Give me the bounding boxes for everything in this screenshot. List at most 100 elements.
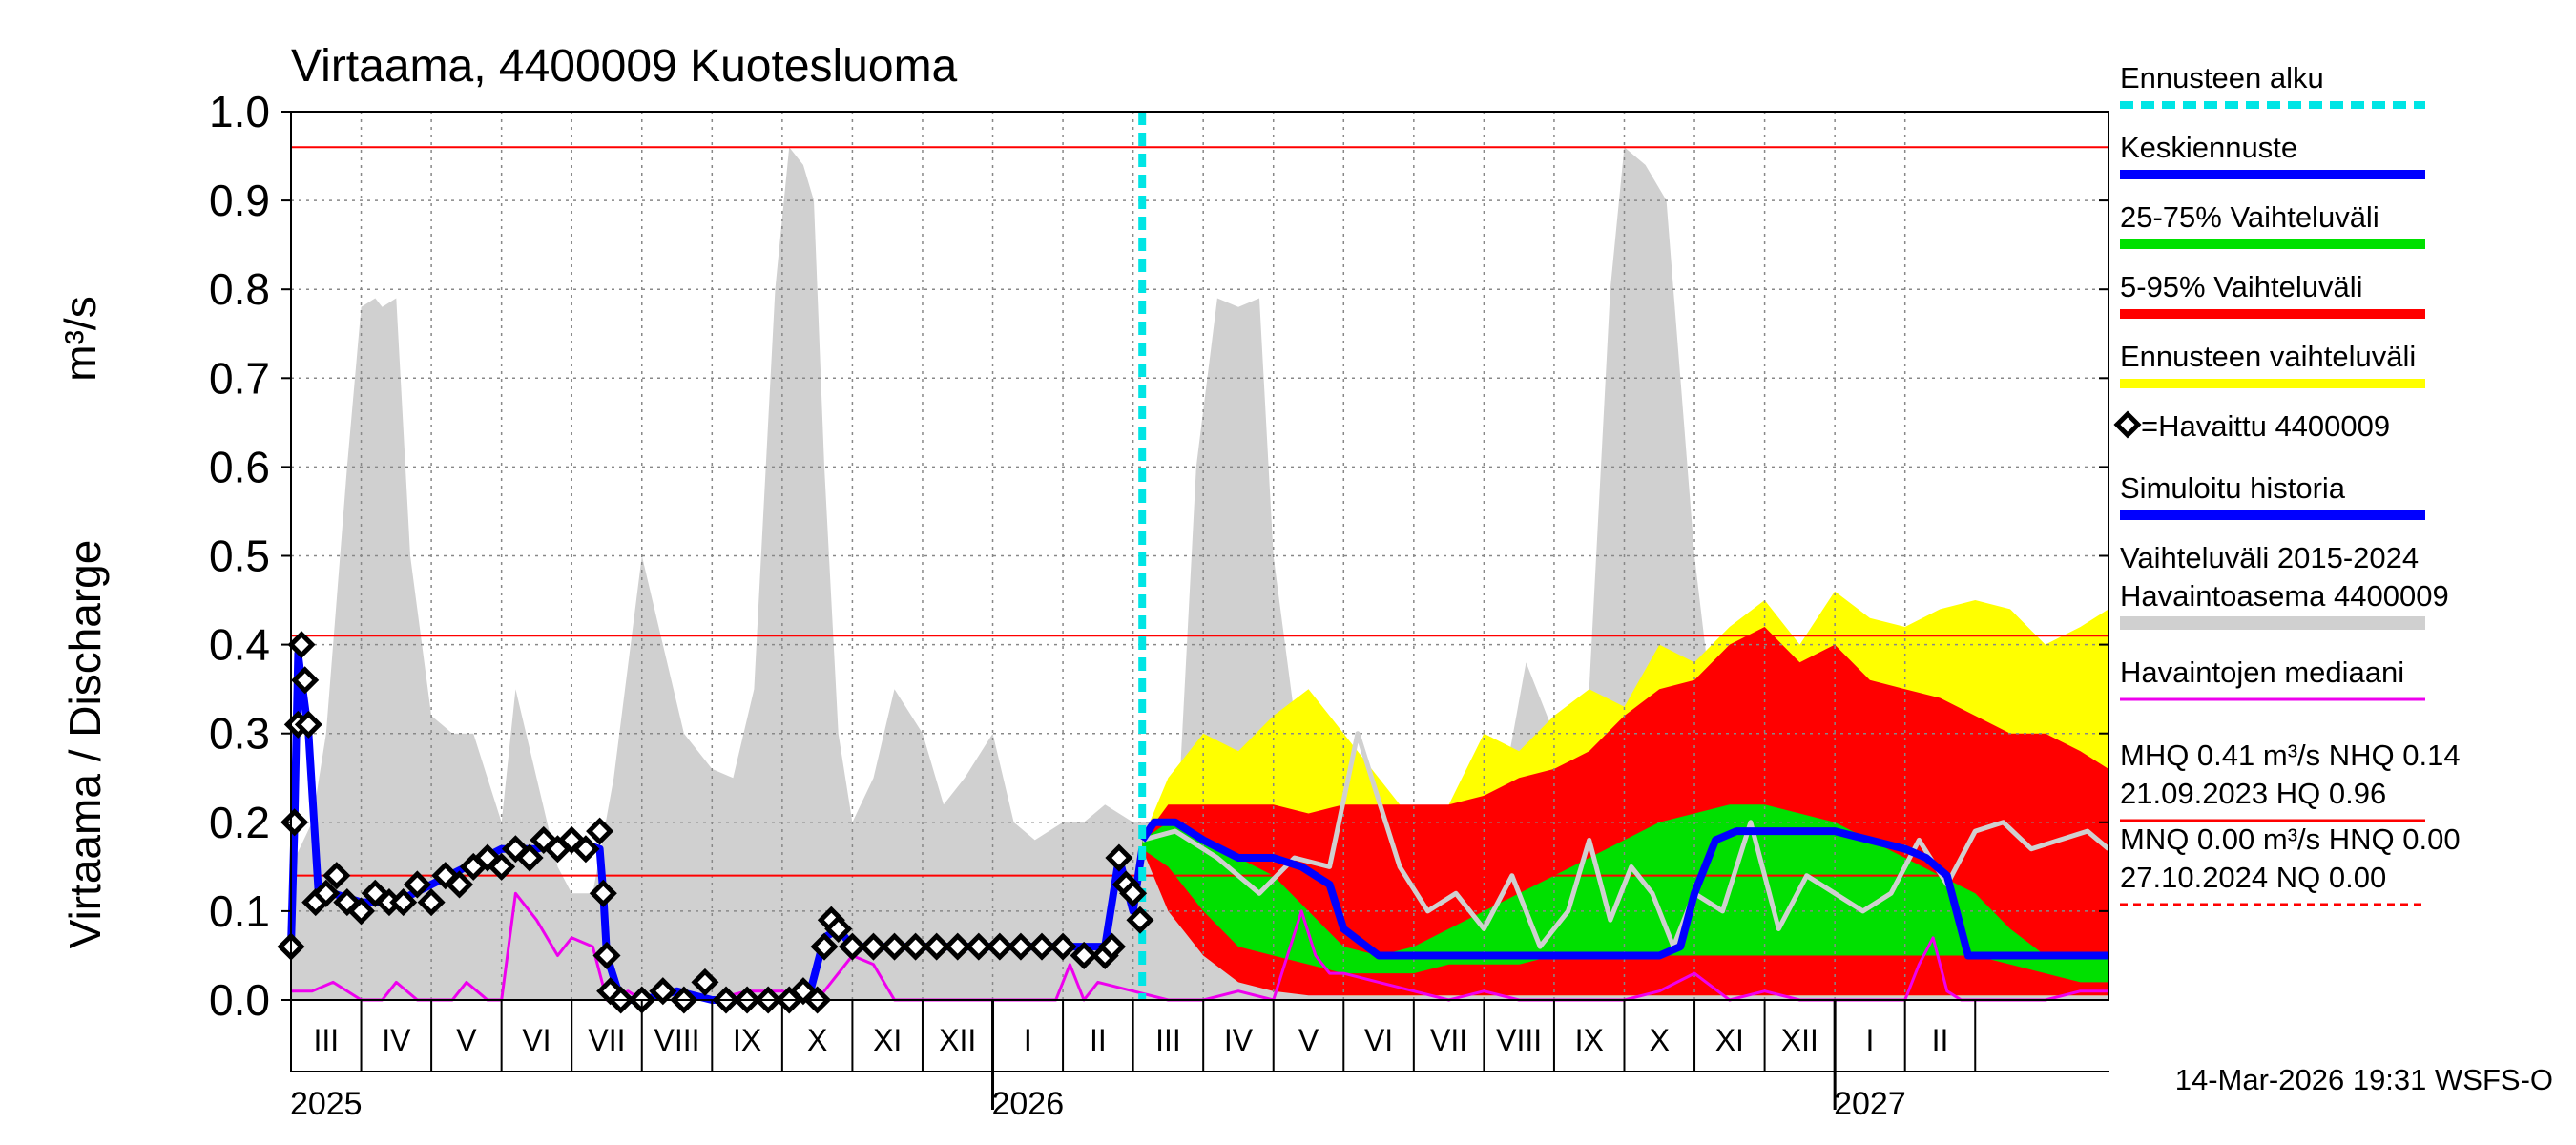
y-tick-label: 0.1 xyxy=(209,886,270,936)
x-tick-label: XII xyxy=(939,1023,976,1057)
observed-point xyxy=(1049,932,1077,961)
x-tick-label: I xyxy=(1865,1023,1874,1057)
observed-point xyxy=(1007,932,1035,961)
x-tick-label: XI xyxy=(873,1023,902,1057)
legend-label: 5-95% Vaihteluväli xyxy=(2120,270,2362,303)
x-tick-label: VII xyxy=(588,1023,625,1057)
observed-point xyxy=(1070,941,1098,969)
legend-entry: Simuloitu historia xyxy=(2120,471,2425,520)
x-tick-label: XI xyxy=(1715,1023,1744,1057)
observed-point xyxy=(838,932,866,961)
legend-label: Ennusteen vaihteluväli xyxy=(2120,340,2416,373)
legend-label-2: 27.10.2024 NQ 0.00 xyxy=(2120,861,2386,894)
x-tick-label: IV xyxy=(1224,1023,1254,1057)
y-tick-label: 0.6 xyxy=(209,442,270,491)
grey-simulation-line xyxy=(1141,731,2110,949)
range-bands xyxy=(291,147,2109,1000)
y-tick-label: 0.0 xyxy=(209,975,270,1025)
observed-point xyxy=(986,932,1014,961)
legend-entry: Ennusteen alku xyxy=(2120,61,2425,109)
y-axis-unit: m³/s xyxy=(55,296,105,381)
observed-point xyxy=(291,666,320,695)
y-tick-label: 1.0 xyxy=(209,87,270,136)
observed-point xyxy=(571,835,600,864)
observed-point xyxy=(1028,932,1056,961)
observed-point xyxy=(389,888,418,917)
footer-timestamp: 14-Mar-2026 19:31 WSFS-O xyxy=(2175,1063,2553,1096)
x-tick-label: IX xyxy=(1575,1023,1604,1057)
legend-entry: Vaihteluväli 2015-2024 Havaintoasema 4400… xyxy=(2120,541,2449,630)
x-tick-label: II xyxy=(1090,1023,1107,1057)
x-tick-label: VIII xyxy=(1496,1023,1542,1057)
legend-label: Keskiennuste xyxy=(2120,131,2297,164)
x-tick-label: V xyxy=(456,1023,477,1057)
observed-point xyxy=(501,835,530,864)
legend-entry: Ennusteen vaihteluväli xyxy=(2120,340,2425,388)
x-tick-label: X xyxy=(1650,1023,1670,1057)
y-tick-label: 0.5 xyxy=(209,531,270,581)
x-tick-label: IX xyxy=(733,1023,761,1057)
observed-point xyxy=(965,932,993,961)
x-tick-label: XII xyxy=(1781,1023,1818,1057)
observed-point xyxy=(403,870,431,899)
x-tick-label: VII xyxy=(1430,1023,1467,1057)
y-tick-label: 0.4 xyxy=(209,620,270,670)
legend-entry: Keskiennuste xyxy=(2120,131,2425,179)
observed-point xyxy=(294,710,322,739)
y-tick-label: 0.8 xyxy=(209,264,270,314)
y-axis-label: Virtaama / Discharge xyxy=(60,540,110,949)
legend-label: =Havaittu 4400009 xyxy=(2141,409,2390,443)
observed-point xyxy=(592,941,621,969)
x-tick-label: III xyxy=(1155,1023,1181,1057)
observed-point xyxy=(287,631,316,659)
legend-label: MHQ 0.41 m³/s NHQ 0.14 xyxy=(2120,739,2461,772)
x-tick-label: VI xyxy=(522,1023,551,1057)
y-tick-label: 0.2 xyxy=(209,798,270,847)
observed-point xyxy=(312,879,341,907)
legend-entry: =Havaittu 4400009 xyxy=(2113,409,2390,443)
mean-forecast-line xyxy=(1138,818,2109,960)
legend-label-2: 21.09.2023 HQ 0.96 xyxy=(2120,777,2386,810)
year-label: 2026 xyxy=(991,1086,1064,1122)
x-tick-label: VIII xyxy=(654,1023,700,1057)
observed-point xyxy=(649,977,677,1006)
observed-point xyxy=(1105,843,1133,872)
x-tick-label: II xyxy=(1932,1023,1949,1057)
legend-entry: 25-75% Vaihteluväli xyxy=(2120,200,2425,249)
observed-point xyxy=(586,817,614,845)
legend-label: MNQ 0.00 m³/s HNQ 0.00 xyxy=(2120,822,2461,856)
legend-entry: Havaintojen mediaani xyxy=(2120,656,2425,701)
legend: Ennusteen alku Keskiennuste 25-75% Vaihtel… xyxy=(2113,61,2461,906)
observed-point xyxy=(445,870,474,899)
legend-entry: MNQ 0.00 m³/s HNQ 0.00 27.10.2024 NQ 0.00 xyxy=(2120,822,2461,906)
legend-label: Havaintojen mediaani xyxy=(2120,656,2404,689)
observed-point xyxy=(473,843,502,872)
observed-point xyxy=(333,888,362,917)
observed-point xyxy=(881,932,909,961)
x-tick-label: VI xyxy=(1364,1023,1393,1057)
chart-title: Virtaama, 4400009 Kuotesluoma xyxy=(291,41,958,92)
observed-point xyxy=(923,932,951,961)
legend-label: Vaihteluväli 2015-2024 xyxy=(2120,541,2419,574)
observed-markers xyxy=(277,631,1154,1014)
legend-entry: 5-95% Vaihteluväli xyxy=(2120,270,2425,319)
legend-label: 25-75% Vaihteluväli xyxy=(2120,200,2379,234)
year-label: 2027 xyxy=(1834,1086,1906,1122)
observed-point xyxy=(902,932,930,961)
y-tick-label: 0.7 xyxy=(209,353,270,403)
year-label: 2025 xyxy=(290,1086,363,1122)
legend-label-2: Havaintoasema 4400009 xyxy=(2120,579,2449,613)
legend-label: Simuloitu historia xyxy=(2120,471,2346,505)
legend-entry: MHQ 0.41 m³/s NHQ 0.14 21.09.2023 HQ 0.96 xyxy=(2120,739,2461,822)
observed-point xyxy=(361,879,389,907)
observed-point xyxy=(859,932,888,961)
observed-point xyxy=(810,932,839,961)
observed-point xyxy=(589,879,617,907)
x-tick-label: V xyxy=(1298,1023,1319,1057)
observed-point xyxy=(488,852,516,881)
observed-point xyxy=(417,888,446,917)
y-tick-label: 0.3 xyxy=(209,709,270,759)
observed-point xyxy=(515,843,544,872)
